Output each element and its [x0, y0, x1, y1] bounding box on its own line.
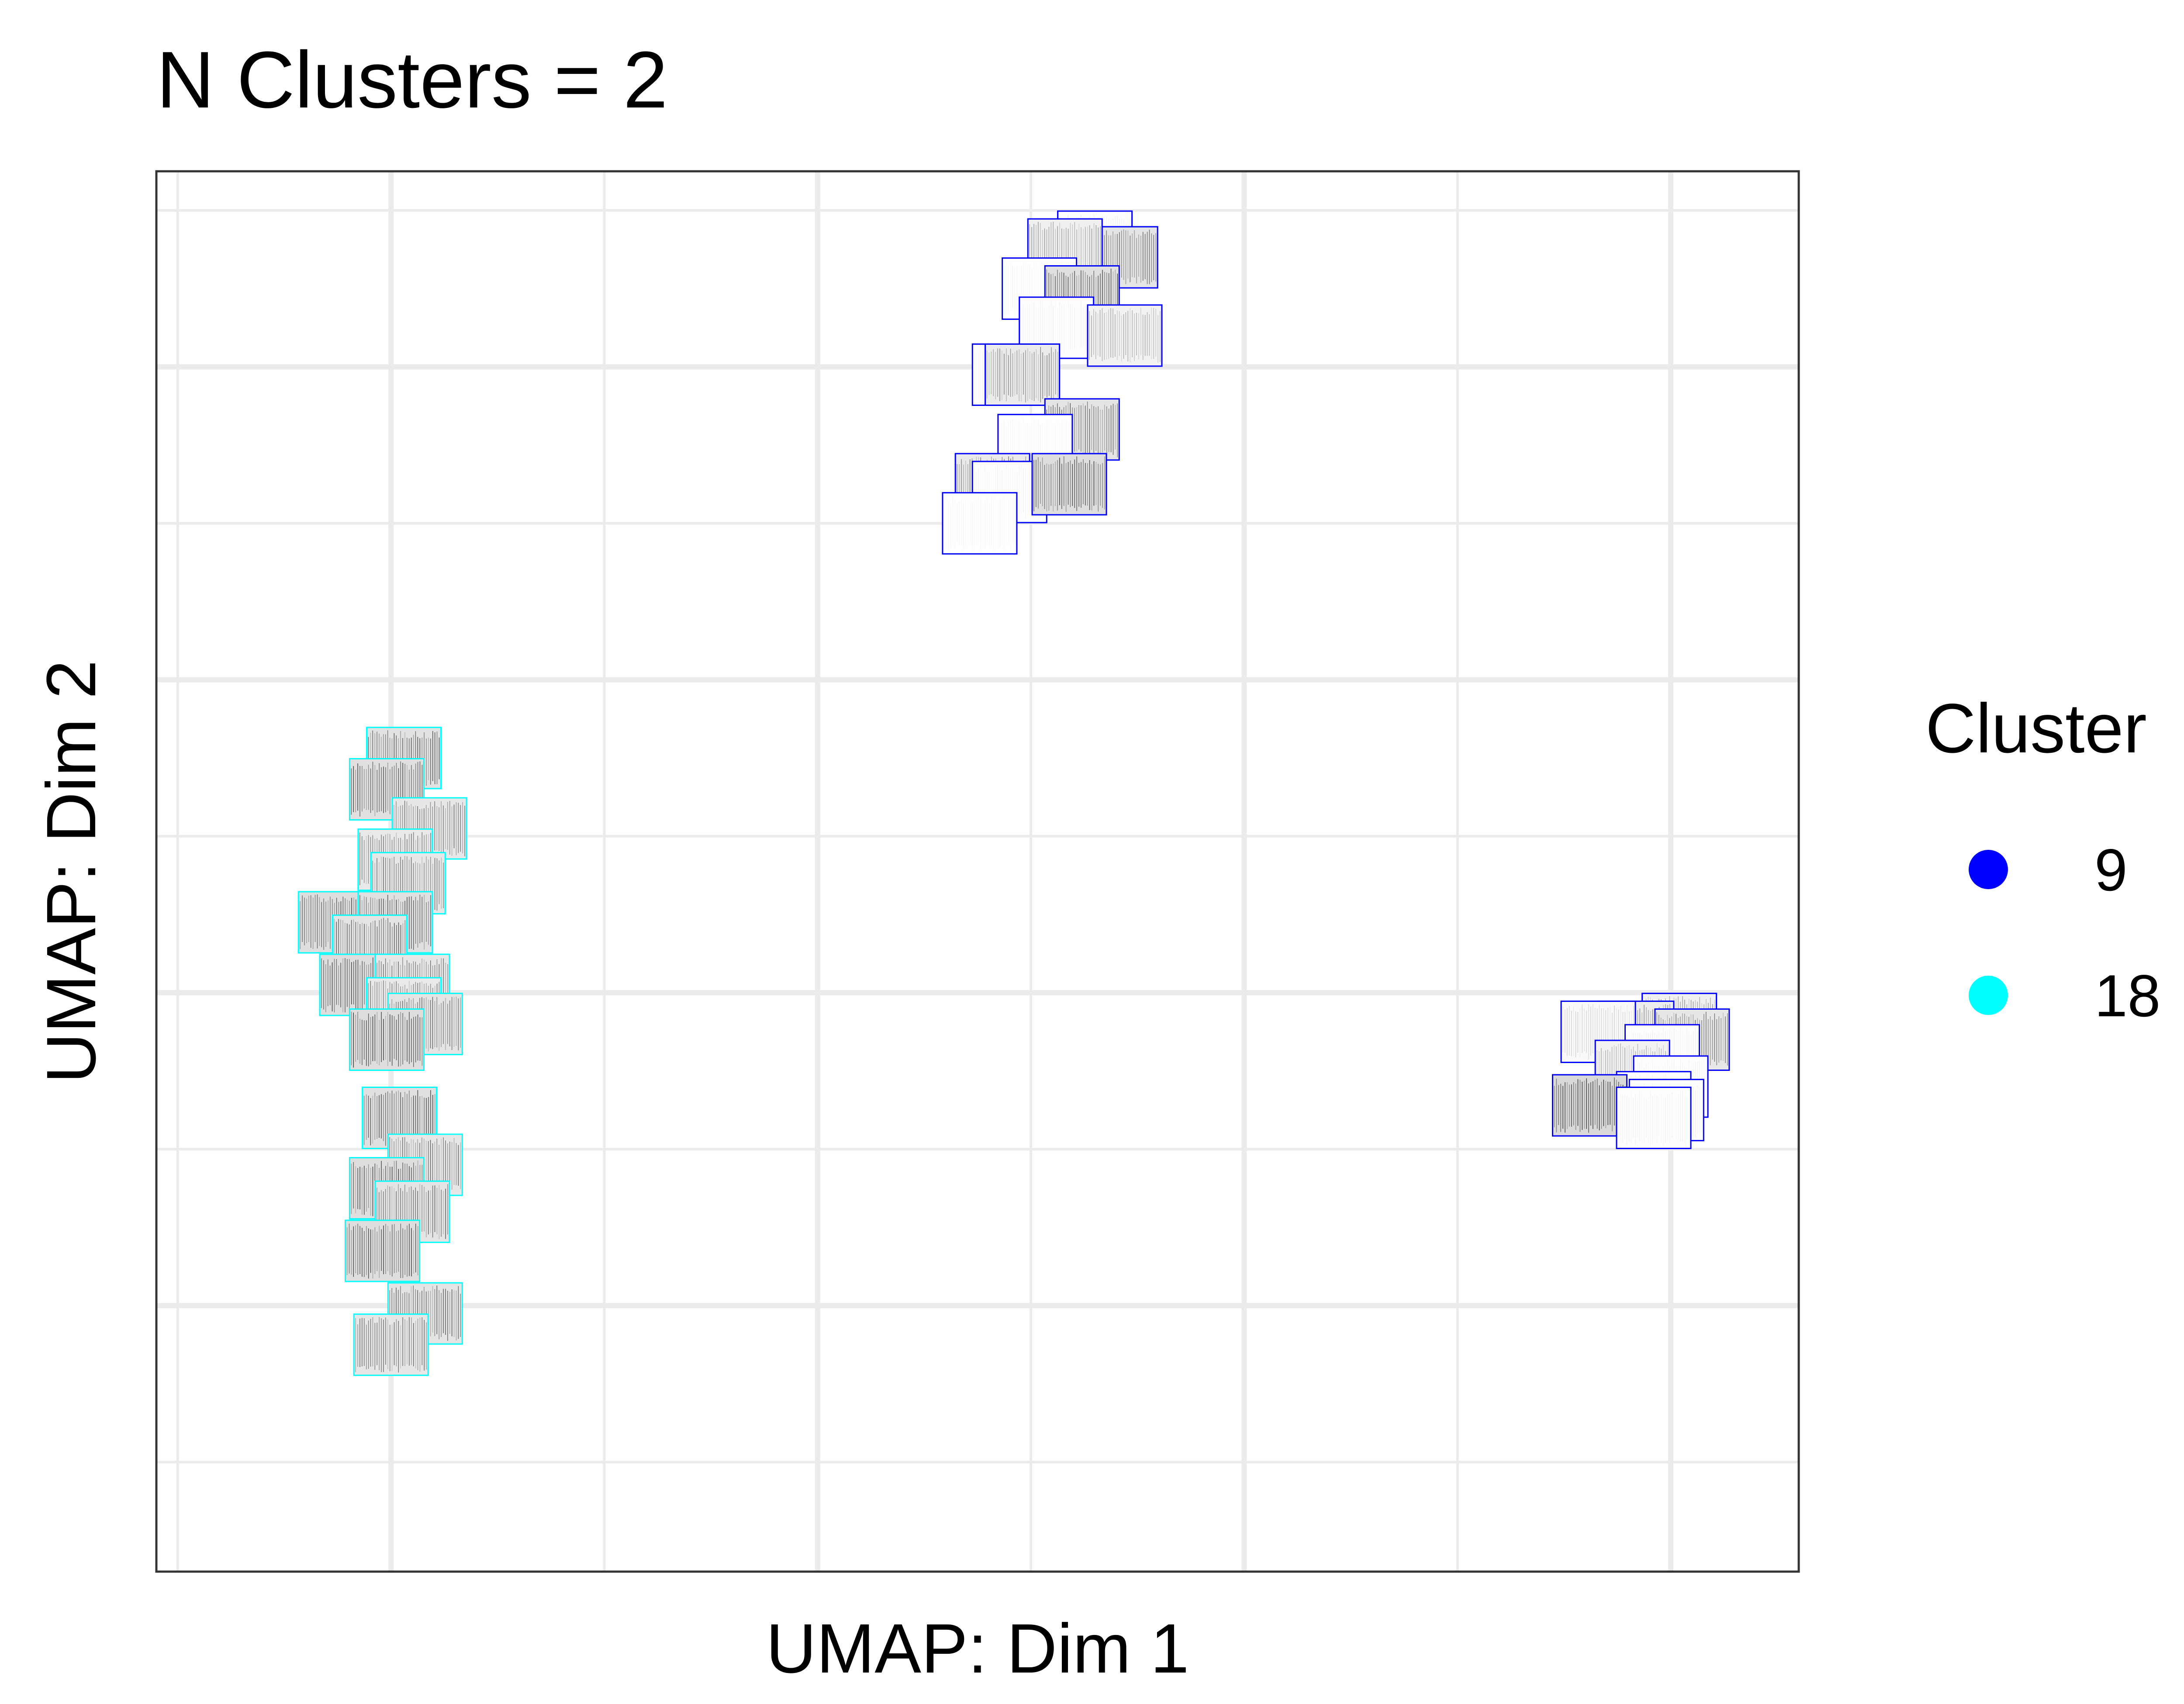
chart-title: N Clusters = 2 — [156, 35, 668, 125]
data-point-cluster-9 — [1552, 1074, 1628, 1137]
legend-key-9 — [1969, 850, 2008, 889]
data-point-cluster-9 — [985, 343, 1061, 406]
legend-title: Cluster — [1925, 689, 2147, 767]
data-point-cluster-9 — [1616, 1087, 1692, 1150]
data-point-cluster-18 — [353, 1313, 429, 1376]
data-point-cluster-18 — [349, 1008, 425, 1071]
data-points — [297, 210, 1730, 1376]
legend-label-9: 9 — [2094, 837, 2128, 903]
data-point-cluster-9 — [942, 492, 1018, 555]
x-axis-title: UMAP: Dim 1 — [766, 1609, 1189, 1687]
legend-label-18: 18 — [2094, 963, 2160, 1029]
legend: Cluster 9 18 — [1925, 689, 2160, 1029]
data-point-cluster-9 — [1031, 453, 1107, 516]
data-point-cluster-9 — [1087, 304, 1163, 367]
y-axis-title: UMAP: Dim 2 — [32, 660, 110, 1084]
plot-panel-border — [155, 170, 1800, 1573]
legend-key-18 — [1969, 976, 2008, 1015]
data-point-cluster-18 — [345, 1219, 421, 1282]
